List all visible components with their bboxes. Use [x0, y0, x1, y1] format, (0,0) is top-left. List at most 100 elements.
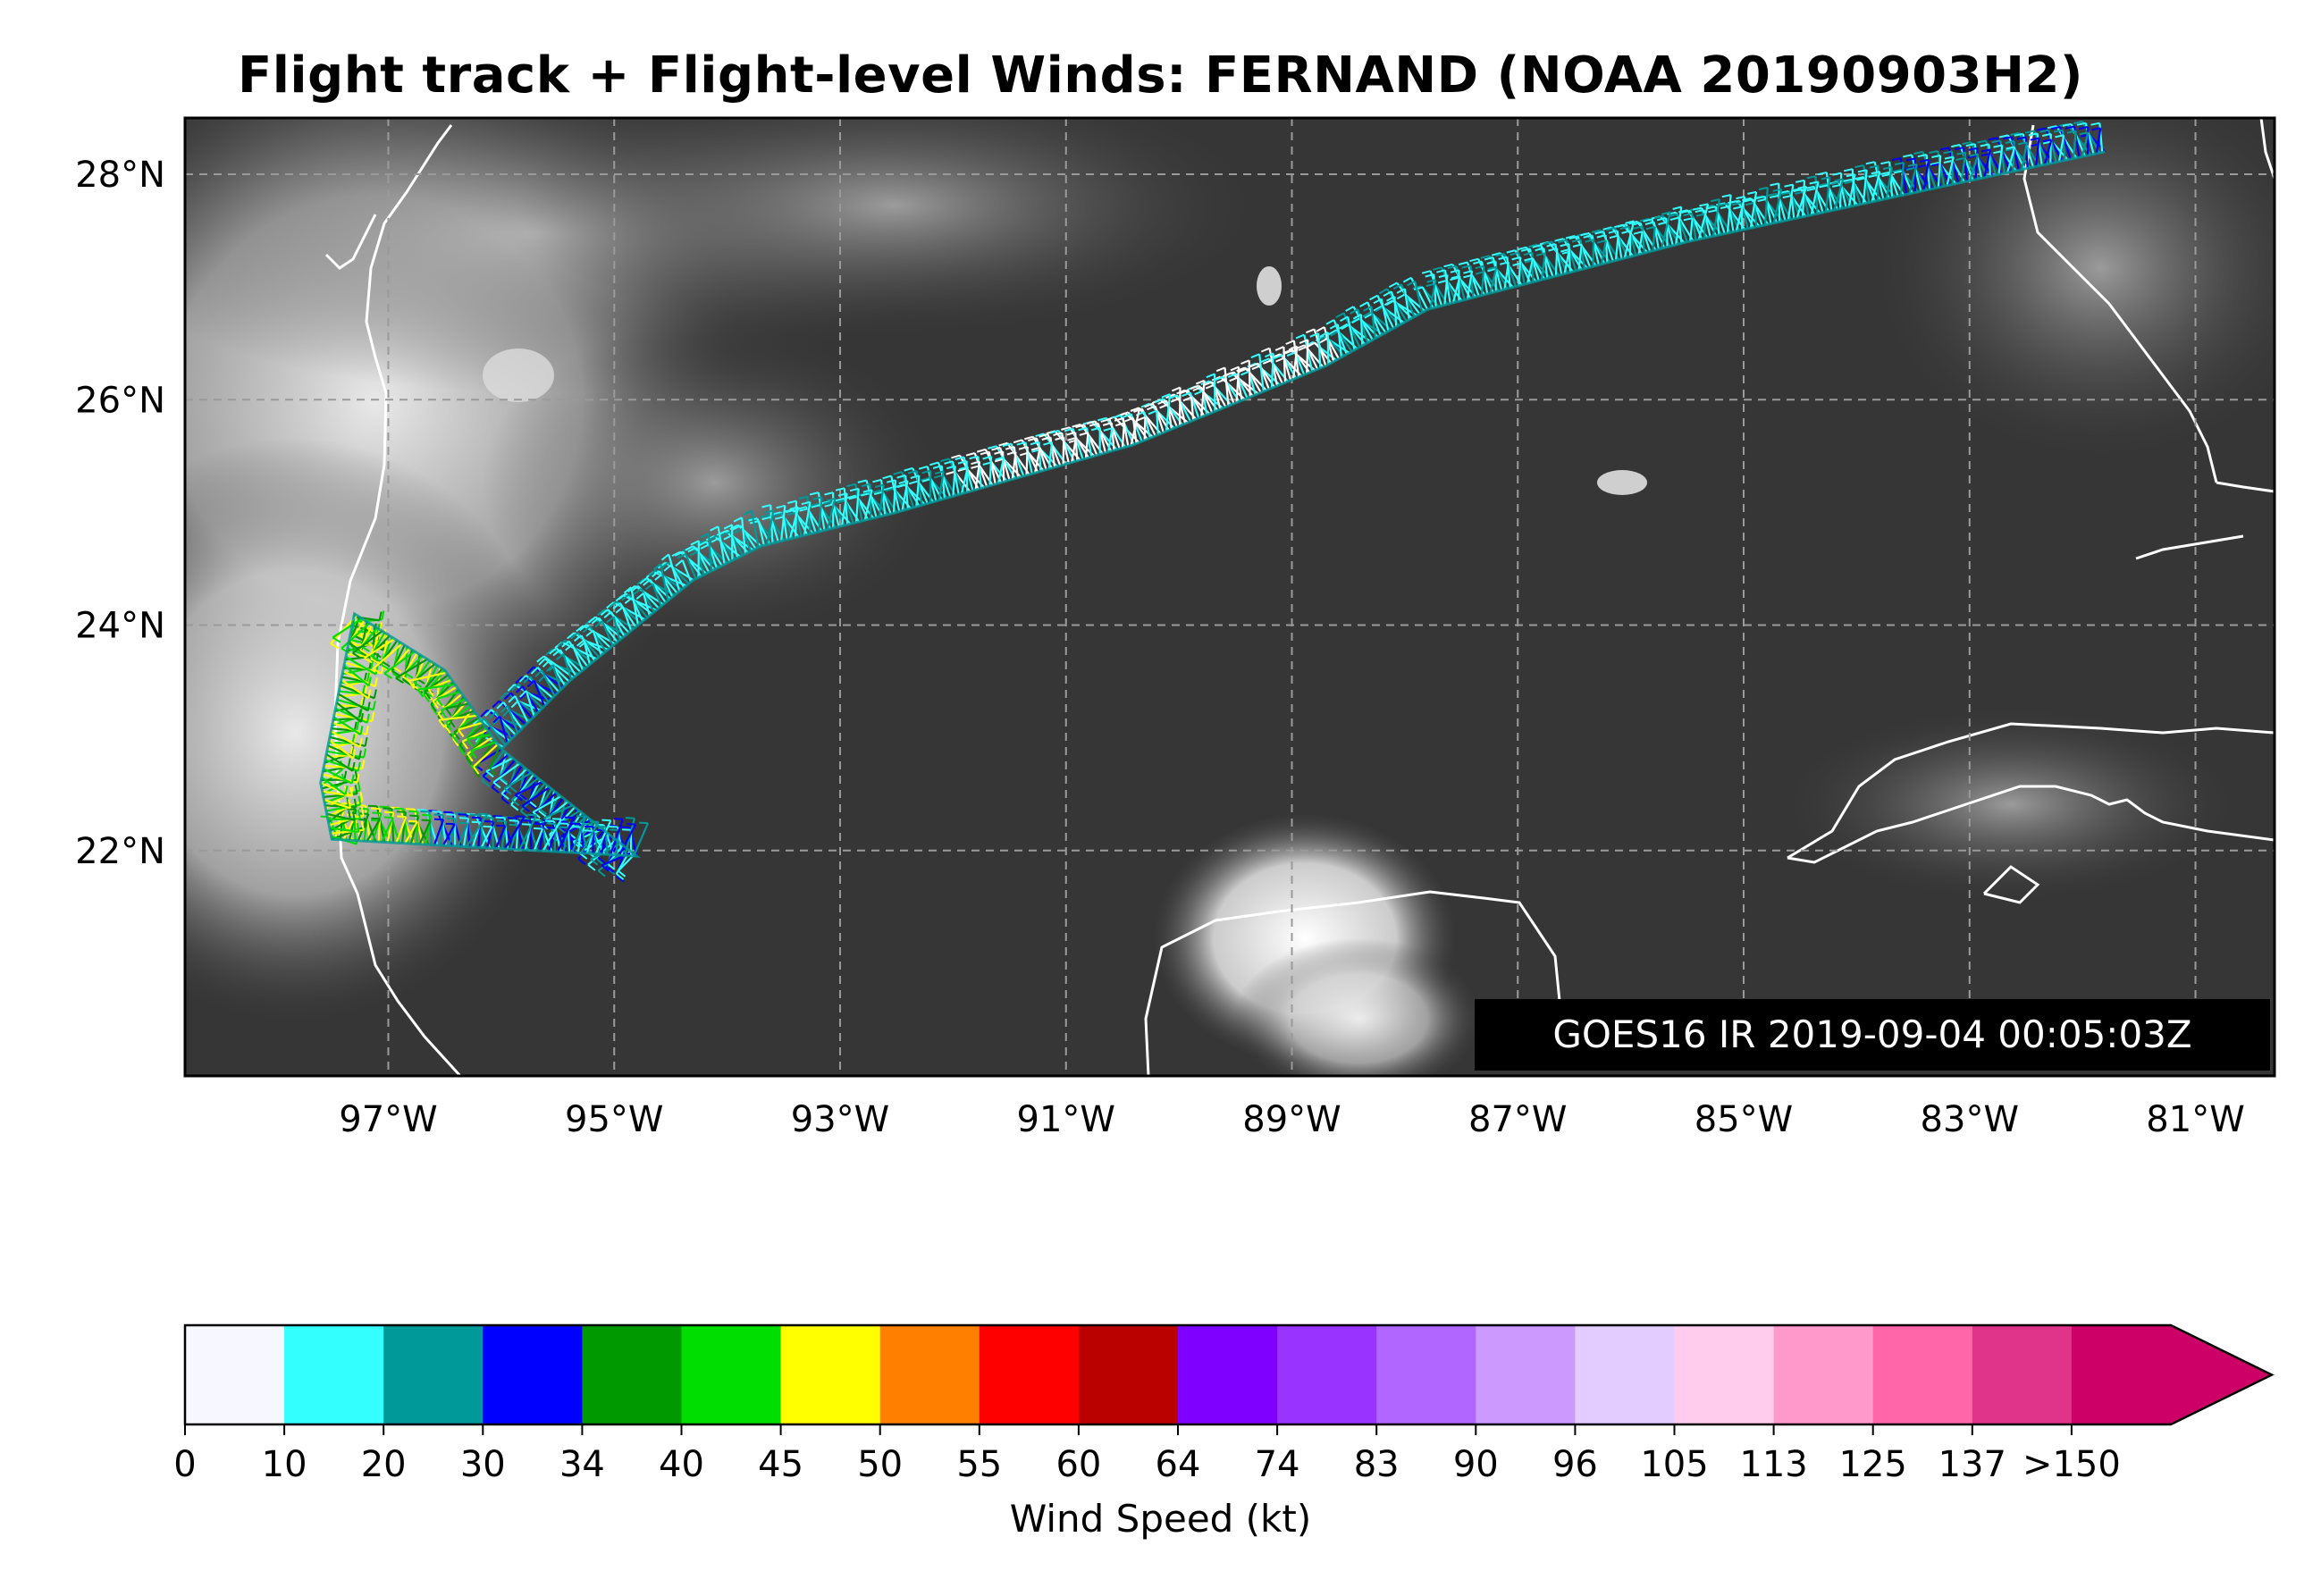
- wind-barb-flag: [1894, 170, 1904, 174]
- wind-barb-flag: [496, 701, 504, 710]
- wind-barb: [499, 716, 509, 743]
- wind-barb: [840, 493, 848, 526]
- wind-barb: [551, 664, 562, 691]
- wind-barb: [1711, 198, 1721, 237]
- wind-barb-flag: [1075, 424, 1085, 429]
- wind-barb: [533, 828, 544, 852]
- wind-barb-flag: [485, 770, 494, 778]
- wind-barb-flag: [811, 504, 820, 508]
- lat-tick-label: 26°N: [75, 380, 165, 421]
- wind-barb-flag: [685, 545, 694, 551]
- wind-barb-flag: [496, 824, 506, 827]
- colorbar-swatch: [185, 1325, 286, 1424]
- colorbar-swatch: [879, 1325, 980, 1424]
- wind-barb-flag: [408, 680, 416, 689]
- wind-barb-flag: [521, 805, 530, 812]
- latitude-tick-labels: 22°N 24°N 26°N 28°N: [75, 155, 165, 872]
- wind-barb-flag: [1633, 225, 1643, 230]
- wind-barb: [590, 842, 622, 861]
- wind-barb-flag: [1758, 186, 1769, 190]
- wind-barb: [481, 750, 505, 782]
- wind-barb: [1983, 149, 1991, 178]
- wind-barb-flag: [883, 486, 893, 491]
- wind-barb-flag: [1710, 198, 1720, 203]
- wind-barb-flag: [1097, 416, 1107, 422]
- wind-barb: [707, 533, 713, 571]
- wind-barb: [863, 489, 873, 521]
- wind-barb-flag: [492, 781, 501, 789]
- wind-barb-flag: [1124, 416, 1134, 423]
- wind-barb-flag: [687, 547, 697, 553]
- wind-barb-flag: [357, 750, 362, 760]
- wind-barb-flag: [835, 497, 845, 502]
- wind-barb: [461, 728, 488, 743]
- wind-barb-flag: [2076, 122, 2087, 126]
- wind-barb: [337, 699, 374, 711]
- wind-barb-flag: [940, 458, 950, 463]
- wind-barb-flag: [910, 475, 920, 479]
- wind-barb-flag: [466, 738, 474, 747]
- wind-barb-flag: [1298, 346, 1308, 351]
- wind-barb-flag: [421, 819, 431, 822]
- wind-barb-flag: [1969, 153, 1979, 157]
- wind-barb: [621, 607, 633, 632]
- wind-barb-flag: [1572, 243, 1582, 248]
- wind-barb-flag: [1782, 195, 1792, 199]
- wind-barb-flag: [359, 726, 364, 735]
- wind-barb-flag: [445, 708, 452, 717]
- wind-barb-flag: [1656, 216, 1667, 222]
- wind-barb-flag: [601, 864, 610, 872]
- wind-barb: [640, 588, 655, 613]
- wind-barb: [326, 750, 365, 759]
- wind-barb-flag: [1694, 208, 1704, 214]
- wind-barb: [2081, 131, 2090, 157]
- wind-barb-flag: [1078, 426, 1088, 432]
- wind-barb-flag: [542, 659, 551, 668]
- wind-barb-flag: [1388, 281, 1398, 289]
- wind-barb: [408, 671, 447, 683]
- wind-barb: [1393, 296, 1398, 327]
- wind-barb-flag: [432, 811, 441, 813]
- wind-barb: [984, 449, 1003, 483]
- wind-barb-flag: [1669, 216, 1679, 221]
- wind-barb-flag: [1625, 220, 1635, 224]
- wind-barb: [881, 491, 892, 515]
- longitude-tick-labels: 97°W 95°W 93°W 91°W 89°W 87°W 85°W 83°W 81°W: [339, 1099, 2245, 1140]
- wind-barb-flag: [1831, 183, 1842, 188]
- wind-barb: [1190, 397, 1195, 421]
- wind-barb-flag: [458, 743, 467, 753]
- wind-barb-flag: [837, 492, 847, 497]
- wind-barb: [571, 643, 584, 671]
- wind-barb-flag: [420, 810, 430, 813]
- wind-barb-flag: [521, 823, 532, 826]
- wind-barb-flag: [1558, 239, 1568, 244]
- wind-barb: [1947, 147, 1960, 184]
- colorbar-tick-label: 0: [173, 1444, 196, 1485]
- wind-barb-flag: [1364, 313, 1374, 319]
- wind-barb-flag: [862, 489, 872, 493]
- wind-barb-flag: [518, 675, 527, 683]
- wind-barb: [1899, 162, 1905, 196]
- wind-barb-flag: [1275, 357, 1285, 363]
- wind-barb: [1518, 256, 1522, 286]
- wind-barb-flag: [1977, 139, 1987, 144]
- wind-barb-flag: [994, 450, 1004, 455]
- wind-barb: [328, 814, 364, 827]
- wind-barb-flag: [1041, 436, 1051, 441]
- wind-barb: [1641, 226, 1645, 254]
- wind-barb: [480, 826, 493, 848]
- wind-barb: [333, 713, 373, 722]
- wind-barb-flag: [1854, 176, 1864, 181]
- wind-barb-flag: [1955, 156, 1965, 161]
- wind-barb: [1726, 195, 1732, 233]
- wind-barb: [1563, 248, 1571, 274]
- colorbar-swatch: [979, 1325, 1080, 1424]
- wind-barb: [486, 821, 495, 849]
- wind-barb-flag: [610, 828, 619, 831]
- wind-barb-flag: [427, 688, 434, 697]
- wind-barb-flag: [371, 807, 381, 811]
- wind-barb: [1258, 354, 1265, 392]
- wind-barb: [341, 676, 366, 683]
- wind-barb-flag: [471, 816, 481, 819]
- wind-barb-flag: [361, 645, 370, 652]
